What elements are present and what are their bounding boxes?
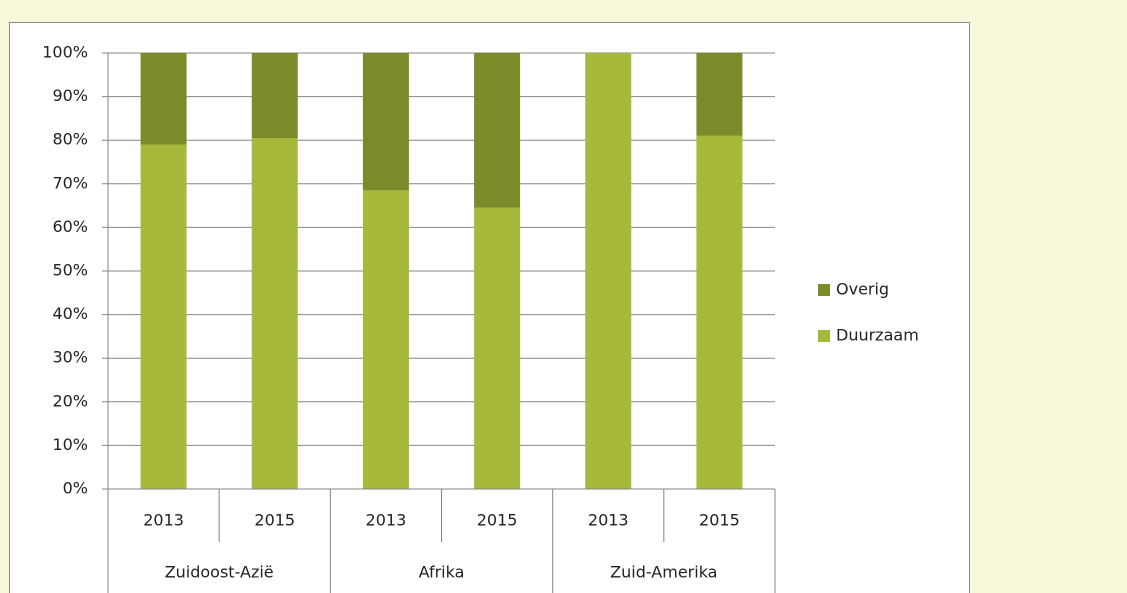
x-tick-label: 2013 xyxy=(143,511,184,530)
bar-segment xyxy=(362,53,409,191)
bar-segment xyxy=(474,207,521,489)
bar-segment xyxy=(362,190,409,489)
bar-segment xyxy=(140,53,187,145)
y-tick-label: 70% xyxy=(52,173,88,192)
y-tick-label: 90% xyxy=(52,86,88,105)
x-tick-label: 2015 xyxy=(477,511,518,530)
y-tick-label: 10% xyxy=(52,435,88,454)
y-tick-label: 50% xyxy=(52,261,88,280)
y-tick-label: 20% xyxy=(52,391,88,410)
y-tick-label: 60% xyxy=(52,217,88,236)
bar-segment xyxy=(585,53,632,489)
bar-segment xyxy=(696,135,743,489)
x-tick-label: 2015 xyxy=(254,511,295,530)
group-label: Afrika xyxy=(419,563,465,582)
group-label: Zuid-Amerika xyxy=(610,563,717,582)
legend-swatch xyxy=(818,330,830,342)
y-tick-label: 100% xyxy=(42,43,88,62)
legend-swatch xyxy=(818,284,830,296)
legend-label: Overig xyxy=(836,280,889,299)
bar-segment xyxy=(251,53,298,139)
bar-segment xyxy=(696,53,743,136)
x-tick-label: 2013 xyxy=(588,511,629,530)
y-tick-label: 30% xyxy=(52,348,88,367)
x-tick-label: 2015 xyxy=(699,511,740,530)
bar-segment xyxy=(140,144,187,489)
y-tick-label: 0% xyxy=(63,479,88,498)
y-tick-label: 40% xyxy=(52,304,88,323)
group-label: Zuidoost-Azië xyxy=(165,563,274,582)
y-tick-label: 80% xyxy=(52,130,88,149)
bar-segment xyxy=(474,53,521,208)
bar-segment xyxy=(251,138,298,489)
legend-label: Duurzaam xyxy=(836,326,919,345)
x-tick-label: 2013 xyxy=(366,511,407,530)
